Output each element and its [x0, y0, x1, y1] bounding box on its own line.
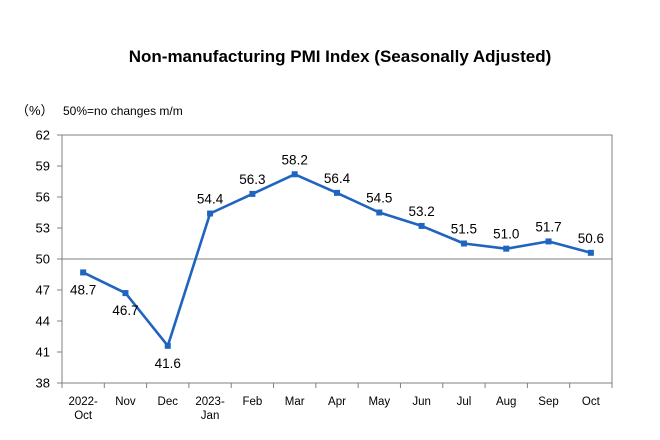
data-point — [164, 342, 171, 349]
x-tick-label: Feb — [242, 396, 262, 408]
x-tick-label-line: Aug — [496, 396, 516, 408]
data-label: 48.7 — [70, 282, 96, 297]
y-tick-label: 62 — [36, 128, 50, 143]
x-tick-label-line: Apr — [328, 396, 346, 408]
data-point — [122, 290, 129, 297]
data-label: 53.2 — [408, 204, 434, 219]
data-point — [418, 222, 425, 229]
y-unit-label: （%） — [16, 103, 54, 118]
chart-title: Non-manufacturing PMI Index (Seasonally … — [129, 47, 552, 66]
x-tick-label: Jun — [412, 396, 431, 408]
series-line — [82, 173, 592, 348]
x-axis: 2022- Oct Nov Dec 2023- Jan Feb Mar Apr May Jun Jul… — [61, 383, 613, 422]
data-point — [503, 245, 510, 252]
x-tick-label-line: 2022- — [68, 396, 98, 408]
data-point — [249, 190, 256, 197]
data-label: 41.6 — [155, 356, 181, 371]
data-point — [80, 269, 87, 276]
data-label: 51.0 — [493, 227, 519, 242]
y-tick-label: 41 — [36, 345, 50, 360]
x-tick-label-line: Jul — [457, 396, 472, 408]
x-tick-label-line: 2023- — [195, 396, 225, 408]
x-tick-label: Apr — [328, 396, 346, 408]
data-point — [460, 240, 467, 247]
data-label: 54.4 — [197, 192, 224, 207]
data-point — [334, 189, 340, 196]
y-tick-label: 38 — [36, 376, 50, 391]
x-tick-label: May — [368, 396, 390, 408]
x-tick-label: Mar — [285, 396, 305, 408]
y-tick-label: 59 — [36, 159, 50, 174]
y-tick-label: 47 — [36, 283, 50, 298]
x-tick-label-line: Nov — [115, 396, 136, 408]
data-label: 56.3 — [239, 172, 265, 187]
x-tick-label: Sep — [538, 396, 558, 408]
x-tick-label-line: Oct — [74, 410, 93, 422]
data-label: 56.4 — [324, 171, 351, 186]
y-tick-label: 44 — [36, 314, 50, 329]
data-point — [587, 249, 594, 256]
data-label: 54.5 — [366, 191, 392, 206]
x-tick-label: Oct — [582, 396, 601, 408]
data-label: 51.5 — [451, 222, 477, 237]
x-tick-label-line: Dec — [158, 396, 179, 408]
y-tick-label: 53 — [36, 221, 50, 236]
x-tick-label: 2023- Jan — [195, 396, 225, 422]
data-label: 50.6 — [578, 231, 604, 246]
series-pmi — [80, 171, 594, 349]
x-tick-label: Nov — [115, 396, 136, 408]
x-tick-label-line: Jun — [412, 396, 431, 408]
data-labels: 48.7 46.7 41.6 54.4 56.3 58.2 56.4 54.5 53.2 51.5… — [70, 152, 604, 371]
y-tick-label: 50 — [36, 252, 50, 267]
x-tick-label-line: May — [368, 396, 390, 408]
x-tick-label: Dec — [158, 396, 179, 408]
data-point — [545, 238, 552, 245]
y-tick-label: 56 — [36, 190, 50, 205]
x-tick-label: 2022- Oct — [68, 396, 98, 422]
x-tick-label-line: Oct — [582, 396, 601, 408]
x-tick-label-line: Jan — [201, 410, 220, 422]
x-tick-label-line: Sep — [538, 396, 558, 408]
data-point — [376, 209, 383, 216]
baseline-note: 50%=no changes m/m — [63, 104, 183, 118]
x-tick-label: Jul — [457, 396, 472, 408]
data-label: 58.2 — [282, 152, 308, 167]
data-label: 51.7 — [535, 219, 561, 234]
data-point — [291, 171, 298, 178]
x-tick-label: Aug — [496, 396, 516, 408]
x-tick-label-line: Mar — [285, 396, 305, 408]
data-point — [207, 210, 214, 217]
data-label: 46.7 — [112, 303, 138, 318]
y-axis: 38 41 44 47 50 53 56 59 62 — [36, 128, 62, 391]
x-tick-label-line: Feb — [242, 396, 262, 408]
